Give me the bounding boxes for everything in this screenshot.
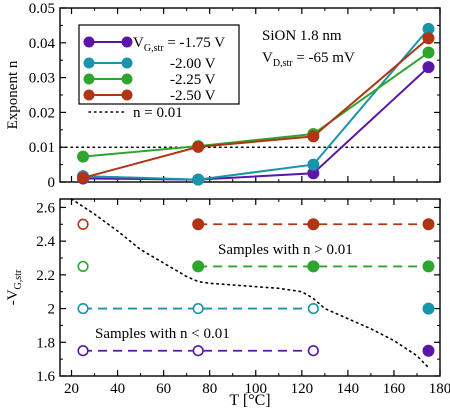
annotation-drain-voltage: VD,str = -65 mV (262, 50, 355, 69)
filled-point-teal (422, 302, 435, 315)
legend-swatch-dot-teal (121, 57, 133, 69)
filled-point-purple (422, 344, 435, 357)
bottom-y-tick-label: 1.8 (36, 335, 55, 351)
open-point-purple (192, 345, 204, 357)
bottom-x-tick-label: 180 (429, 381, 450, 397)
legend-label-teal: -2.00 V (170, 56, 216, 72)
filled-point-green (192, 260, 205, 273)
filled-point-green (422, 260, 435, 273)
data-point-teal (307, 158, 320, 171)
annotation-oxide: SiON 1.8 nm (262, 28, 342, 44)
open-point-red (77, 218, 89, 230)
top-panel: 0 0.01 0.02 0.03 0.04 0.05 Exponent n VG,str = … (5, 1, 441, 191)
bottom-x-tick-label: 140 (337, 381, 360, 397)
data-point-purple (422, 61, 435, 74)
data-point-red (422, 32, 435, 45)
data-point-red (307, 130, 320, 143)
data-point-red (192, 140, 205, 153)
bottom-y-tick-label: 2.6 (36, 200, 55, 216)
series-line-purple (83, 66, 430, 181)
filled-point-green (307, 260, 320, 273)
data-point-red (77, 171, 90, 184)
open-point-teal (307, 302, 319, 315)
bottom-y-tick-label: 2.4 (36, 234, 55, 250)
top-y-tick-label: 0.02 (29, 105, 55, 121)
legend-box (78, 24, 240, 105)
open-point-teal (77, 302, 89, 315)
series-line-green (82, 51, 430, 158)
bottom-x-tick-label: 120 (291, 381, 314, 397)
filled-point-red (422, 218, 435, 231)
top-y-tick-label: 0.01 (29, 140, 55, 156)
annotation-high-n: Samples with n > 0.01 (218, 242, 353, 258)
legend-label-green: -2.25 V (170, 72, 216, 88)
bottom-x-tick-label: 100 (245, 381, 268, 397)
legend-swatch-dot-purple (83, 36, 95, 48)
data-point-green (77, 150, 90, 163)
legend-swatch-dot-teal (83, 57, 95, 69)
boundary-line (70, 198, 430, 369)
legend-swatch-dot-red (83, 89, 95, 101)
x-axis-label: T [°C] (229, 392, 270, 409)
bottom-y-tick-label: 2.2 (36, 268, 55, 284)
annotation-low-n: Samples with n < 0.01 (95, 326, 230, 342)
bottom-x-tick-label: 160 (383, 381, 406, 397)
legend-swatch-dot-purple (121, 36, 133, 48)
top-y-tick-label: 0.04 (29, 36, 56, 52)
legend-swatch-dot-green (83, 73, 95, 85)
bottom-y-tick-label: 2 (48, 302, 56, 318)
legend: VG,str = -1.75 V -2.00 V-2.25 V-2.50 Vn =… (78, 24, 240, 121)
open-point-teal (192, 302, 204, 315)
legend-swatch-dot-green (121, 73, 133, 85)
legend-label-purple: VG,str = -1.75 V (133, 35, 225, 54)
bottom-x-tick-label: 40 (110, 381, 125, 397)
bottom-x-tick-label: 60 (156, 381, 171, 397)
filled-point-red (192, 218, 205, 231)
bottom-x-tick-label: 80 (202, 381, 217, 397)
top-y-axis-label: Exponent n (5, 60, 21, 129)
legend-swatch-dot-red (121, 89, 133, 101)
bottom-panel: 20 40 60 80 100 120 140 160 180 1.6 1.8 2 2.2 2.4 2.6 T… (5, 198, 450, 409)
top-y-tick-label: 0.05 (29, 1, 55, 17)
open-point-green (77, 260, 89, 273)
open-point-purple (307, 345, 319, 357)
bottom-y-tick-label: 1.6 (36, 369, 55, 385)
legend-label-red: -2.50 V (170, 88, 216, 104)
top-y-tick-label: 0 (48, 175, 56, 191)
bottom-plot-frame (59, 198, 441, 377)
bottom-y-axis-label: -VG,str (5, 269, 24, 305)
top-y-tick-label: 0.03 (29, 71, 55, 87)
legend-label-reference: n = 0.01 (133, 105, 183, 121)
bottom-x-tick-label: 20 (64, 381, 79, 397)
series-line-red (82, 37, 430, 179)
data-point-green (422, 46, 435, 59)
filled-point-red (307, 218, 320, 231)
data-point-teal (192, 173, 205, 186)
open-point-purple (77, 345, 89, 357)
series-line-teal (83, 28, 430, 181)
